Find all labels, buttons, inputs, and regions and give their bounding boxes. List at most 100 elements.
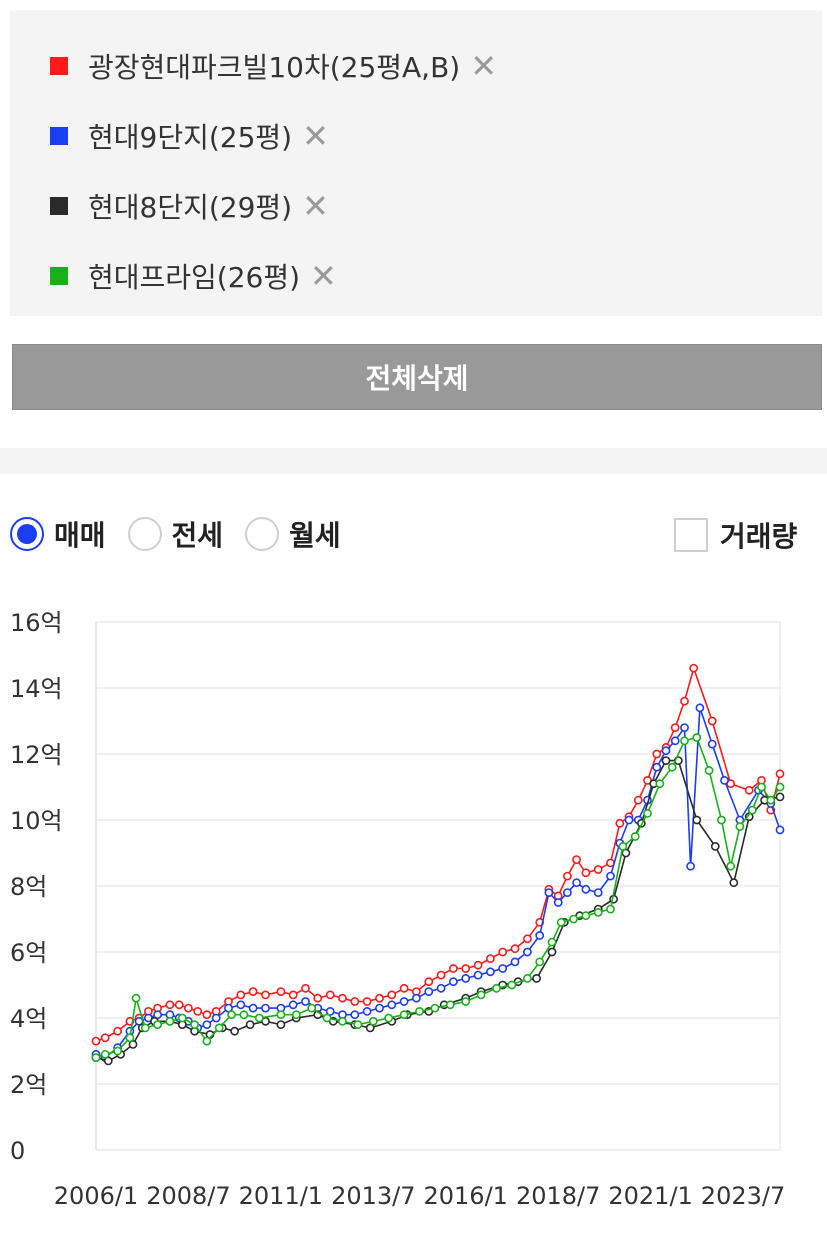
data-point xyxy=(563,888,572,897)
data-point xyxy=(572,855,581,864)
x-tick-label: 2018/7 xyxy=(516,1182,600,1210)
data-point xyxy=(523,973,532,983)
price-line-chart: 0 2억 4억 6억 8억 10억 12억 14억 16억 2006/1 2008/7 2011/1… xyxy=(10,609,785,1210)
data-point xyxy=(667,762,677,772)
radio-circle xyxy=(245,517,280,551)
compare-item-label: 현대8단지(29평) xyxy=(88,191,293,224)
radio-sale[interactable]: 매매 xyxy=(10,514,106,554)
data-point xyxy=(362,1006,372,1016)
data-point xyxy=(211,1013,221,1023)
data-point xyxy=(572,878,581,888)
data-point xyxy=(606,871,615,881)
data-point xyxy=(547,937,557,947)
data-point xyxy=(325,990,335,1000)
data-point xyxy=(535,957,545,967)
data-point xyxy=(680,736,689,746)
chart-series xyxy=(91,663,785,1066)
compare-list-panel: 광장현대파크빌10차(25평A,B) ✕ 현대9단지(25평) ✕ 현대8단지(… xyxy=(10,10,822,316)
data-point xyxy=(670,723,680,732)
radio-circle xyxy=(10,517,44,551)
data-point xyxy=(680,696,689,706)
data-point xyxy=(100,1033,110,1043)
compare-item: 광장현대파크빌10차(25평A,B) ✕ xyxy=(50,46,497,86)
data-point xyxy=(448,977,458,987)
data-point xyxy=(461,964,471,973)
data-point xyxy=(535,931,545,940)
data-point xyxy=(307,1003,317,1013)
data-point xyxy=(670,736,680,746)
radio-jeonse[interactable]: 전세 xyxy=(127,514,223,554)
data-point xyxy=(322,1013,332,1023)
x-tick-label: 2023/7 xyxy=(701,1182,785,1210)
data-point xyxy=(553,898,563,907)
data-point xyxy=(411,993,421,1003)
data-point xyxy=(757,782,766,792)
data-point xyxy=(350,997,360,1006)
volume-checkbox[interactable] xyxy=(674,518,708,552)
radio-circle xyxy=(127,517,162,551)
compare-item: 현대9단지(25평) ✕ xyxy=(50,116,329,156)
data-point xyxy=(193,1006,203,1016)
volume-toggle[interactable]: 거래량 xyxy=(674,516,797,554)
y-tick-label: 8억 xyxy=(10,873,47,901)
close-x-icon[interactable]: ✕ xyxy=(302,187,329,225)
data-point xyxy=(652,749,662,759)
series-color-swatch xyxy=(50,57,68,75)
radio-label: 월세 xyxy=(289,519,341,552)
data-point xyxy=(165,1000,175,1010)
data-point xyxy=(248,1003,258,1013)
data-point xyxy=(686,861,695,871)
series-line xyxy=(95,759,781,1062)
data-point xyxy=(368,1016,378,1026)
data-point xyxy=(202,1036,212,1046)
data-point xyxy=(190,1020,199,1029)
data-point xyxy=(652,762,662,772)
x-axis-ticks: 2006/1 2008/7 2011/1 2013/7 2016/1 2018/7 2021… xyxy=(54,1182,785,1210)
data-point xyxy=(744,785,754,795)
close-x-icon[interactable]: ✕ xyxy=(310,257,337,295)
series xyxy=(91,663,785,1046)
delete-all-button[interactable]: 전체삭제 xyxy=(12,344,822,410)
data-point xyxy=(399,1010,409,1020)
data-point xyxy=(461,973,471,983)
compare-item-label: 현대프라임(26평) xyxy=(88,261,301,294)
data-point xyxy=(630,832,640,841)
data-point xyxy=(301,983,310,993)
data-point xyxy=(747,805,757,815)
data-point xyxy=(523,934,532,944)
data-point xyxy=(473,970,483,980)
y-tick-label: 12억 xyxy=(10,741,63,769)
data-point xyxy=(775,769,785,779)
data-point xyxy=(276,1020,286,1029)
close-x-icon[interactable]: ✕ xyxy=(302,117,329,155)
deal-type-selector: 매매 전세 월세 xyxy=(10,512,363,556)
data-point xyxy=(445,1000,455,1010)
data-point xyxy=(236,1000,246,1010)
data-point xyxy=(692,815,702,825)
data-point xyxy=(202,1010,212,1020)
data-point xyxy=(362,997,372,1006)
data-point xyxy=(291,1010,301,1020)
data-point xyxy=(692,733,702,742)
data-point xyxy=(239,1010,249,1020)
y-tick-label: 6억 xyxy=(10,939,47,967)
radio-label: 매매 xyxy=(54,519,106,552)
data-point xyxy=(704,766,714,775)
data-point xyxy=(569,914,578,924)
data-point xyxy=(544,888,554,897)
data-point xyxy=(113,1026,122,1036)
data-point xyxy=(387,1000,397,1010)
data-point xyxy=(261,1003,270,1013)
close-x-icon[interactable]: ✕ xyxy=(470,47,498,85)
data-point xyxy=(230,1026,239,1036)
data-point xyxy=(153,1020,162,1029)
data-point xyxy=(338,1016,347,1026)
data-point xyxy=(775,792,785,802)
radio-monthly-rent[interactable]: 월세 xyxy=(245,514,341,554)
data-point xyxy=(375,993,384,1003)
compare-item: 현대8단지(29평) ✕ xyxy=(50,186,329,226)
compare-item: 현대프라임(26평) ✕ xyxy=(50,256,337,296)
data-point xyxy=(581,884,591,894)
data-point xyxy=(276,1010,286,1020)
data-point xyxy=(473,960,483,970)
